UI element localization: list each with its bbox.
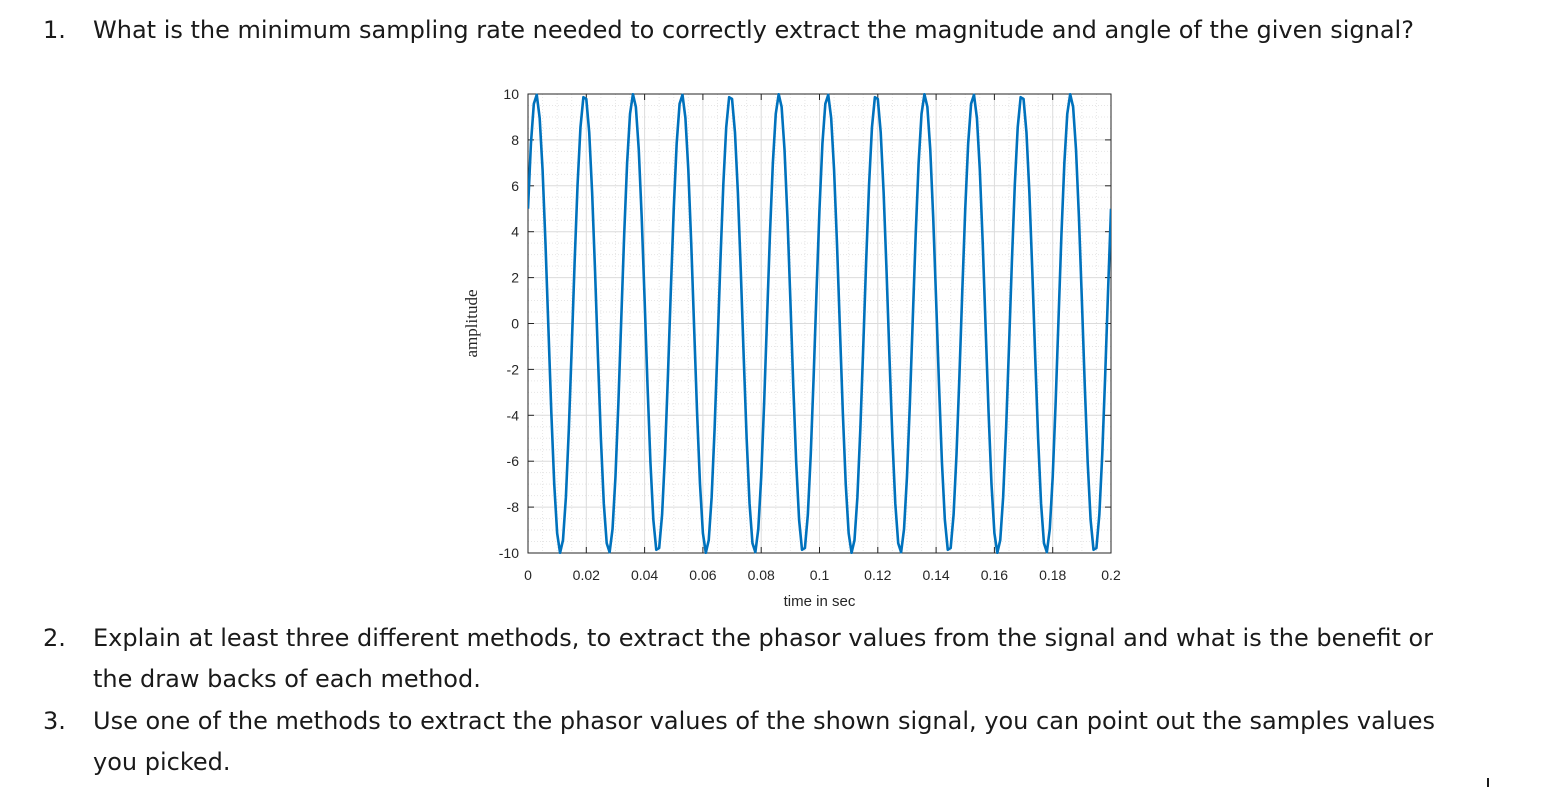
x-tick-label: 0.14 [922,567,949,583]
question-1: 1. What is the minimum sampling rate nee… [43,10,1523,51]
y-tick-label: 6 [511,178,519,194]
y-tick-label: 8 [511,132,519,148]
text-cursor [1487,778,1489,787]
signal-series-line [528,93,1111,554]
question-3: 3. Use one of the methods to extract the… [43,701,1523,783]
y-axis-label: amplitude [462,290,481,358]
y-tick-label: 2 [511,270,519,286]
x-axis-label: time in sec [784,593,856,610]
x-tick-label: 0.08 [748,567,775,583]
y-tick-label: 0 [511,316,519,332]
y-tick-label: -4 [507,407,520,423]
y-tick-label: -8 [507,499,520,515]
question-number: 2. [43,624,66,652]
x-tick-label: 0.06 [689,567,716,583]
question-text-line: Use one of the methods to extract the ph… [93,707,1435,735]
question-text-line: the draw backs of each method. [93,665,481,693]
question-text-line: What is the minimum sampling rate needed… [93,16,1414,44]
x-tick-label: 0.2 [1101,567,1121,583]
x-tick-label: 0.1 [810,567,830,583]
y-tick-label: 10 [503,86,519,102]
x-tick-label: 0.04 [631,567,658,583]
x-tick-label: 0.02 [573,567,600,583]
x-tick-label: 0.12 [864,567,891,583]
question-text-line: you picked. [93,748,231,776]
y-tick-label: 4 [511,224,519,240]
y-tick-label: -6 [507,453,520,469]
signal-chart: 0 0.02 0.04 0.06 0.08 0.1 0.12 0.14 0.16 0.18 0.2 -… [462,86,1121,610]
y-tick-label: -10 [499,545,519,561]
x-tick-label: 0.16 [981,567,1008,583]
x-tick-label: 0 [524,567,532,583]
y-tick-label: -2 [507,361,520,377]
x-tick-label: 0.18 [1039,567,1066,583]
question-number: 3. [43,707,66,735]
question-number: 1. [43,16,66,44]
question-text-line: Explain at least three different methods… [93,624,1434,652]
signal-figure: 0 0.02 0.04 0.06 0.08 0.1 0.12 0.14 0.16 0.18 0.2 -… [440,80,1140,620]
question-2: 2. Explain at least three different meth… [43,618,1523,700]
